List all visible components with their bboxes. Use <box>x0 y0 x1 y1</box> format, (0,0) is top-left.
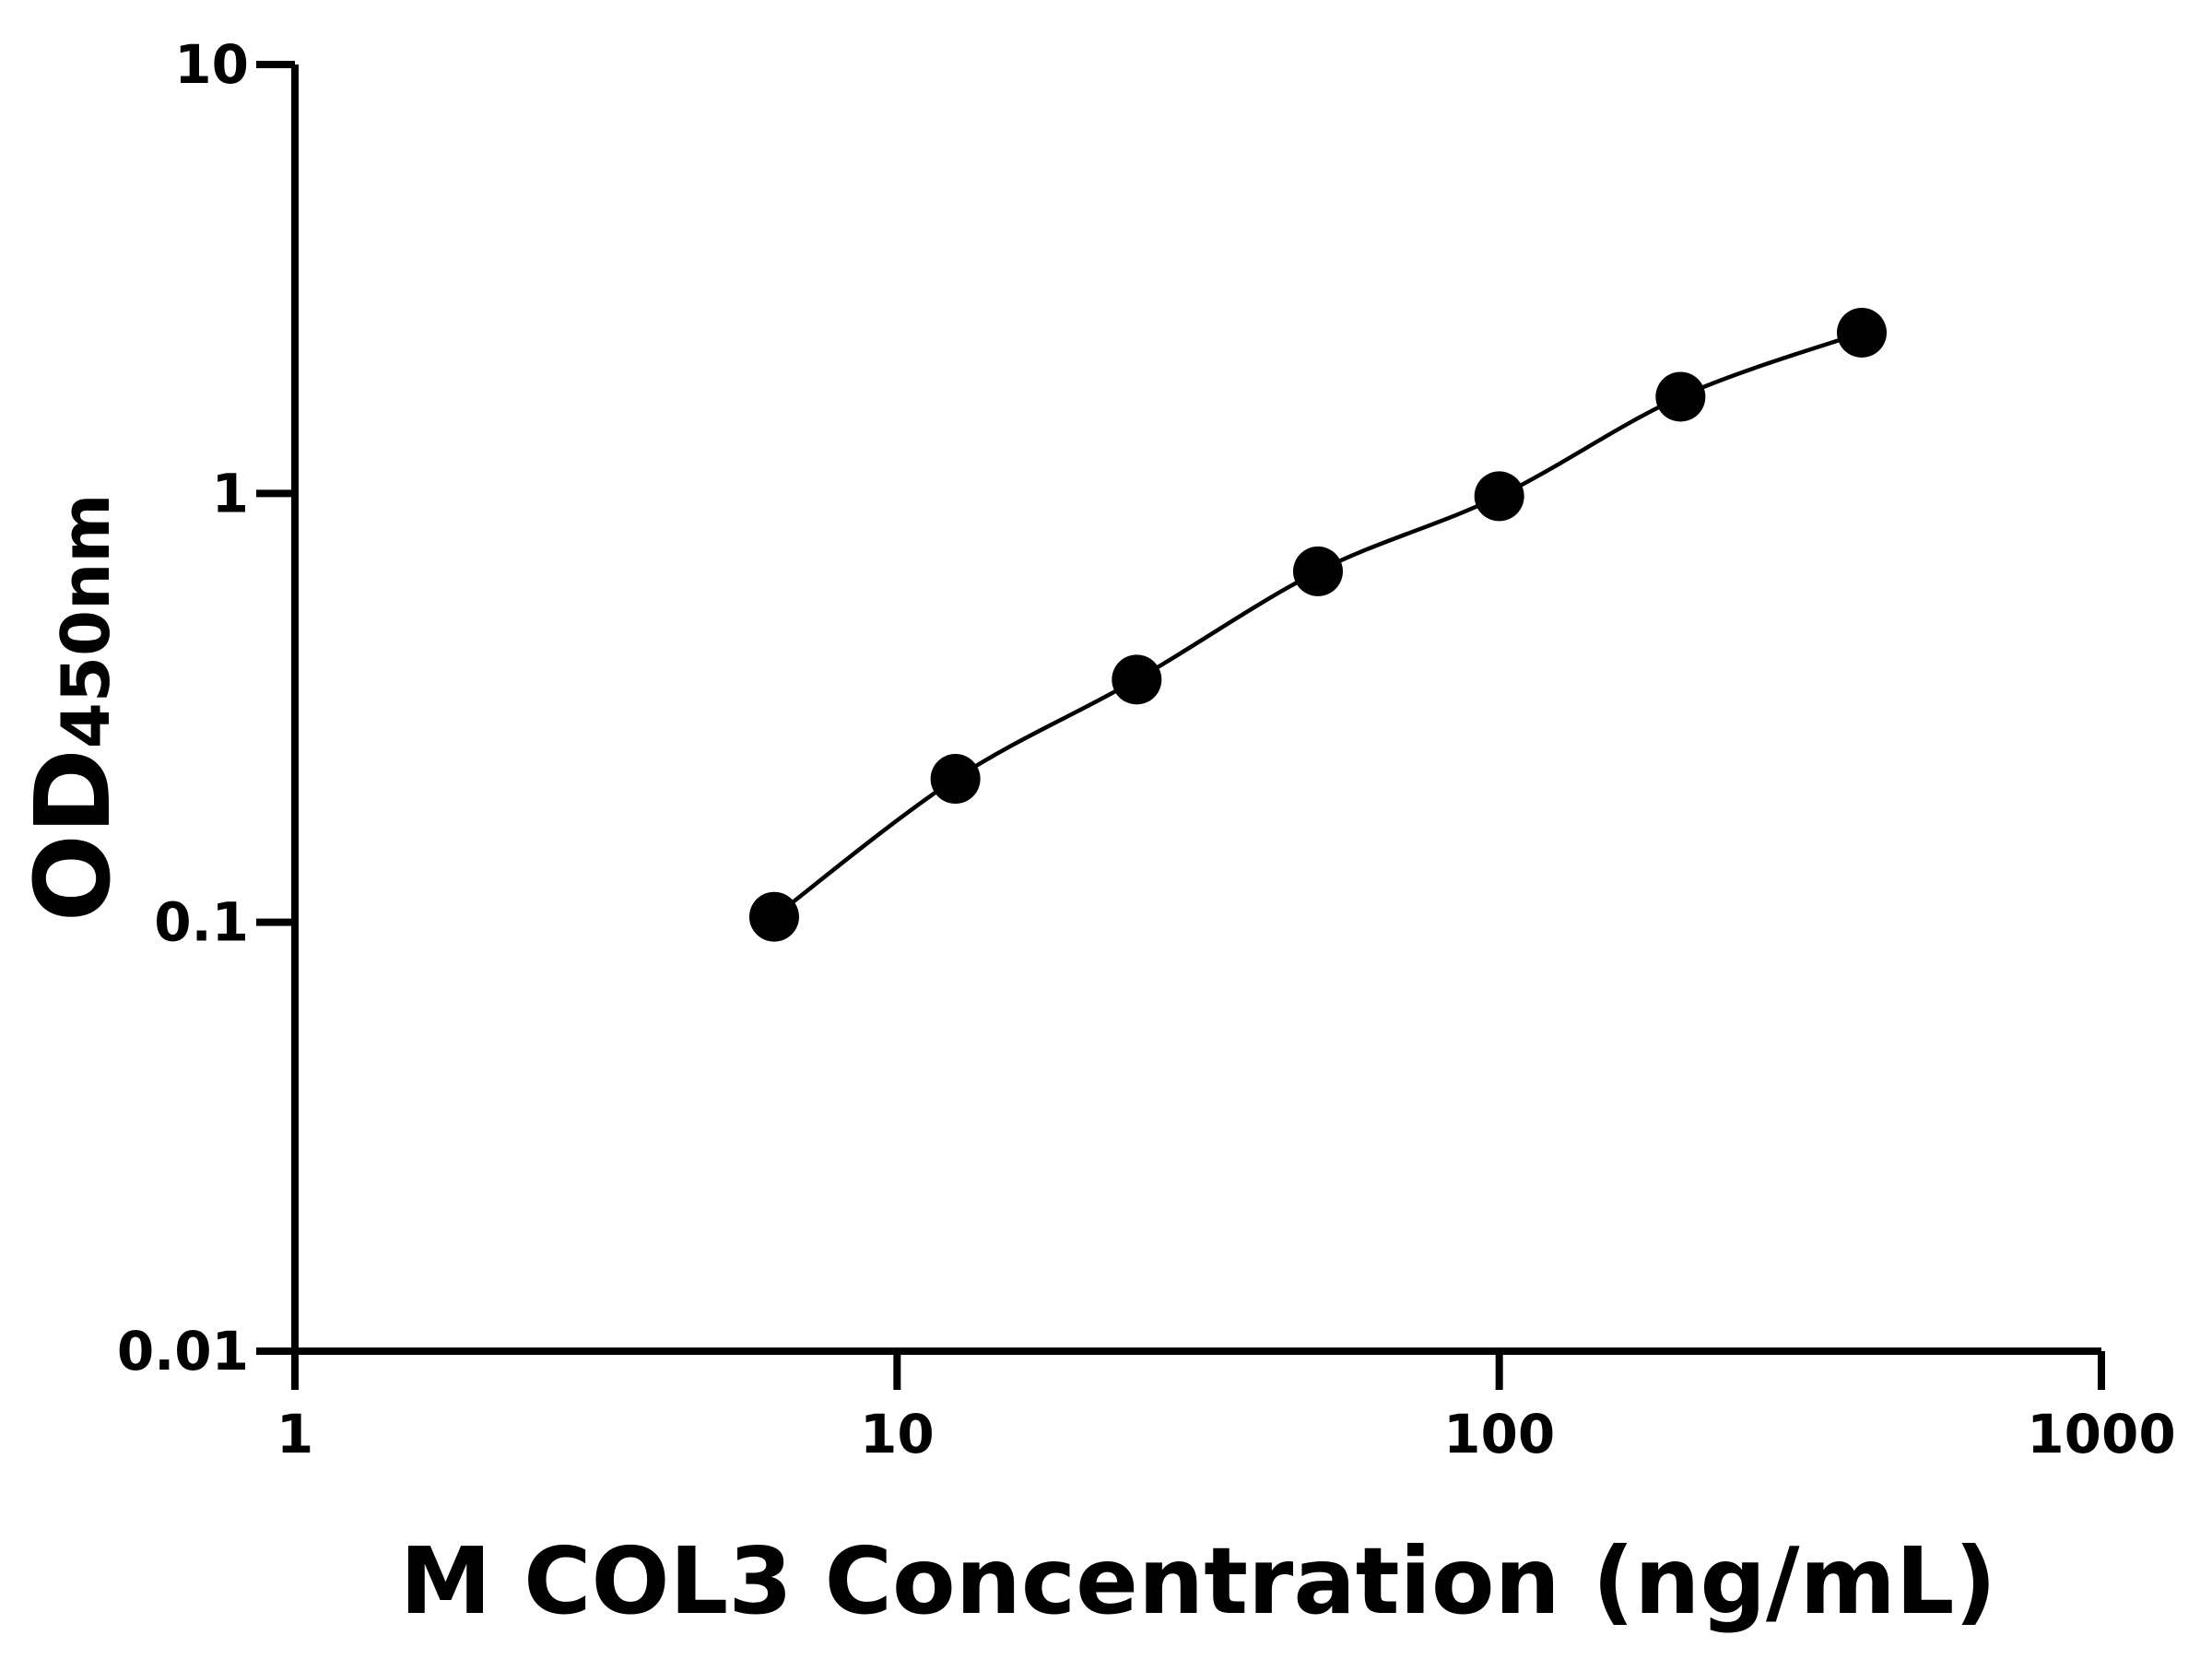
y-tick-label: 1 <box>212 462 249 524</box>
data-point <box>748 891 799 942</box>
data-point <box>930 754 981 805</box>
ticks: 1 10 100 1000 0.01 0.1 1 10 <box>117 33 2176 1465</box>
y-axis-label-main: OD <box>14 748 134 922</box>
x-tick-label: 100 <box>1443 1403 1555 1465</box>
data-points <box>748 307 1888 942</box>
x-tick-label: 1 <box>276 1403 313 1465</box>
data-point <box>1474 471 1524 522</box>
data-point <box>1655 371 1706 422</box>
y-axis-label: OD450nm <box>14 494 134 923</box>
x-axis-label: M COL3 Concentration (ng/mL) <box>400 1527 1996 1635</box>
data-point <box>1112 654 1162 705</box>
x-tick-label: 10 <box>860 1403 935 1465</box>
y-tick-label: 0.1 <box>154 891 249 954</box>
fit-curve <box>772 330 1863 919</box>
y-axis-label-sub: 450nm <box>47 494 124 749</box>
axes <box>291 65 2101 1355</box>
data-point <box>1292 546 1343 596</box>
x-tick-label: 1000 <box>2027 1403 2175 1465</box>
data-point <box>1837 307 1888 358</box>
y-tick-label: 0.01 <box>117 1320 249 1382</box>
y-tick-label: 10 <box>174 33 249 96</box>
